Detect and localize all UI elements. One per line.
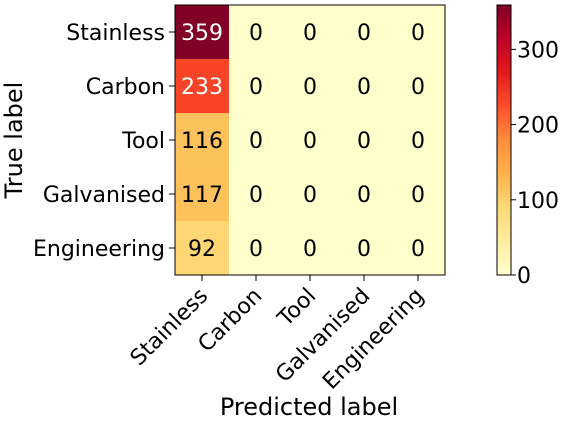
- heatmap-cell: [391, 59, 446, 114]
- heatmap-cell: [337, 221, 392, 276]
- x-tick-label: Tool: [273, 284, 322, 333]
- cell-value-label: 0: [249, 75, 263, 100]
- heatmap-cell: [283, 221, 338, 276]
- colorbar-tick-label: 0: [517, 264, 531, 289]
- cell-value-label: 0: [249, 237, 263, 262]
- cell-value-label: 0: [357, 237, 371, 262]
- cell-value-label: 233: [181, 75, 223, 100]
- colorbar-frame: [496, 4, 512, 276]
- heatmap-cell: [337, 59, 392, 114]
- colorbar-ticks: 0 100 200 300: [511, 38, 559, 289]
- heatmap-cell: [283, 167, 338, 222]
- colorbar-tick-label: 100: [517, 189, 559, 214]
- heatmap-cell: [229, 113, 284, 168]
- cell-value-label: 0: [249, 21, 263, 46]
- y-tick-label: Tool: [121, 129, 165, 154]
- y-axis-ticks: Stainless Carbon Tool Galvanised Engineering: [33, 21, 175, 262]
- heatmap-cell: [337, 113, 392, 168]
- heatmap-cell: [175, 167, 230, 222]
- heatmap-cell: [337, 167, 392, 222]
- y-tick-label: Galvanised: [43, 183, 165, 208]
- heatmap-cell: [391, 5, 446, 60]
- cell-value-label: 0: [411, 237, 425, 262]
- heatmap-cell: [175, 221, 230, 276]
- x-tick-label: Stainless: [126, 284, 213, 371]
- cell-value-label: 0: [357, 183, 371, 208]
- colorbar-tick-label: 200: [517, 114, 559, 139]
- colorbar: [497, 5, 511, 275]
- cell-value-label: 0: [249, 183, 263, 208]
- cell-value-label: 0: [303, 21, 317, 46]
- cell-value-label: 92: [188, 237, 216, 262]
- cell-value-label: 0: [303, 183, 317, 208]
- x-axis-title: Predicted label: [220, 393, 398, 421]
- heatmap-cells: [175, 5, 446, 276]
- heatmap-cell: [391, 167, 446, 222]
- y-tick-label: Engineering: [33, 237, 165, 262]
- heatmap-cell: [283, 113, 338, 168]
- heatmap-cell: [175, 59, 230, 114]
- cell-value-label: 0: [357, 21, 371, 46]
- heatmap-cell: [229, 5, 284, 60]
- cell-value-label: 359: [181, 21, 223, 46]
- heatmap-cell: [283, 5, 338, 60]
- heatmap-cell: [391, 113, 446, 168]
- heatmap-cell: [229, 59, 284, 114]
- heatmap-cell: [337, 5, 392, 60]
- cell-value-label: 0: [411, 129, 425, 154]
- heatmap-cell: [229, 167, 284, 222]
- heatmap-cell: [283, 59, 338, 114]
- heatmap-cell: [175, 113, 230, 168]
- cell-value-label: 0: [303, 75, 317, 100]
- cell-value-label: 0: [411, 75, 425, 100]
- cell-value-label: 0: [411, 21, 425, 46]
- heatmap-cell: [229, 221, 284, 276]
- cell-value-label: 0: [411, 183, 425, 208]
- colorbar-tick-label: 300: [517, 38, 559, 63]
- cell-value-label: 117: [181, 183, 223, 208]
- cell-value-labels: 359 0 0 0 0 233 0 0 0 0 116 0 0 0 0 117 0 0 0 0 92 0 0 0 0: [181, 21, 425, 262]
- y-axis-title: True label: [0, 82, 28, 200]
- y-tick-label: Carbon: [86, 75, 165, 100]
- cell-value-label: 116: [181, 129, 223, 154]
- cell-value-label: 0: [249, 129, 263, 154]
- y-tick-label: Stainless: [66, 21, 165, 46]
- cell-value-label: 0: [357, 75, 371, 100]
- cell-value-label: 0: [357, 129, 371, 154]
- heatmap-cell: [391, 221, 446, 276]
- cell-value-label: 0: [303, 129, 317, 154]
- heatmap-cell: [175, 5, 230, 60]
- cell-value-label: 0: [303, 237, 317, 262]
